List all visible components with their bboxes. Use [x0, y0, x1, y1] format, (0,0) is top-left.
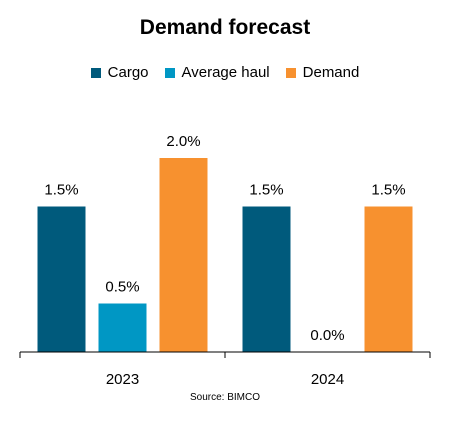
bar-average-haul-2023 [98, 303, 147, 352]
data-label: 1.5% [44, 182, 78, 199]
legend-item: Cargo [90, 64, 149, 81]
x-tick-label: 2023 [106, 371, 139, 388]
legend-item: Demand [285, 64, 360, 81]
bar-demand-2023 [159, 158, 208, 352]
legend-label: Demand [302, 64, 360, 81]
data-label: 2.0% [166, 133, 200, 150]
legend-swatch [164, 67, 175, 78]
data-label: 1.5% [249, 182, 283, 199]
chart-title: Demand forecast [139, 16, 311, 39]
source-note: Source: BIMCO [189, 392, 261, 403]
bar-cargo-2023 [37, 206, 86, 352]
legend-label: Average haul [181, 64, 270, 81]
data-label: 0.0% [310, 327, 344, 344]
legend-label: Cargo [107, 64, 149, 81]
legend-swatch [285, 67, 296, 78]
data-label: 1.5% [371, 182, 405, 199]
bar-cargo-2024 [242, 206, 291, 352]
x-tick-label: 2024 [311, 371, 344, 388]
legend-item: Average haul [164, 64, 270, 81]
chart-legend: Cargo Average haul Demand [0, 64, 450, 81]
legend-swatch [90, 67, 101, 78]
bar-demand-2024 [364, 206, 413, 352]
data-label: 0.5% [105, 279, 139, 296]
